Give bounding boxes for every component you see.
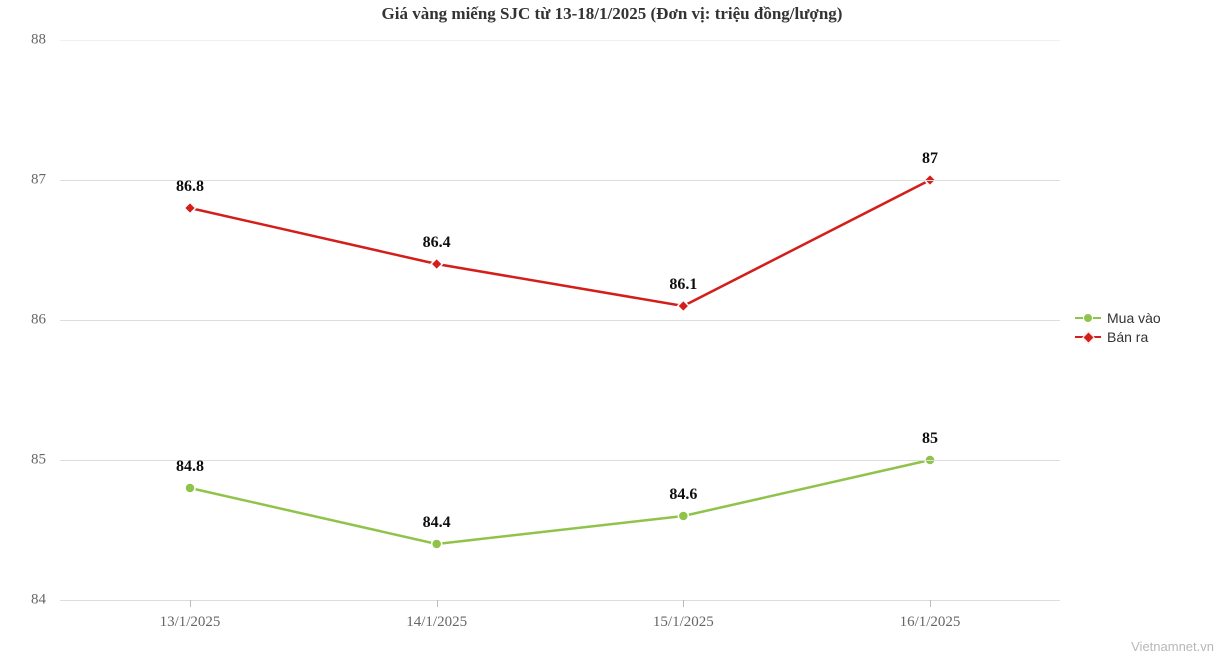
grid-line: [60, 40, 1060, 41]
x-axis-label: 13/1/2025: [160, 600, 221, 631]
y-axis-label: 87: [31, 172, 60, 189]
data-label: 84.6: [669, 486, 697, 504]
data-label: 86.4: [423, 234, 451, 252]
y-axis-label: 86: [31, 312, 60, 329]
data-label: 87: [922, 150, 938, 168]
legend-label: Mua vào: [1107, 310, 1161, 326]
series-line: [190, 460, 930, 544]
data-marker: [432, 539, 442, 549]
data-label: 84.8: [176, 458, 204, 476]
legend-swatch: [1075, 330, 1101, 344]
data-label: 84.4: [423, 514, 451, 532]
legend-item: Mua vào: [1075, 310, 1161, 326]
credit-text: Vietnamnet.vn: [1131, 639, 1214, 654]
grid-line: [60, 320, 1060, 321]
data-marker: [678, 511, 688, 521]
x-axis-label: 16/1/2025: [900, 600, 961, 631]
legend: Mua vào Bán ra: [1075, 310, 1161, 348]
plot-area: 848586878813/1/202514/1/202515/1/202516/…: [60, 40, 1060, 600]
y-axis-label: 85: [31, 452, 60, 469]
data-marker: [678, 300, 689, 311]
legend-label: Bán ra: [1107, 329, 1148, 345]
chart-container: Giá vàng miếng SJC từ 13-18/1/2025 (Đơn …: [0, 0, 1224, 660]
y-axis-label: 88: [31, 32, 60, 49]
data-label: 85: [922, 430, 938, 448]
chart-title: Giá vàng miếng SJC từ 13-18/1/2025 (Đơn …: [0, 4, 1224, 24]
legend-item: Bán ra: [1075, 329, 1161, 345]
x-axis-label: 15/1/2025: [653, 600, 714, 631]
y-axis-label: 84: [31, 592, 60, 609]
data-label: 86.1: [669, 276, 697, 294]
data-marker: [431, 258, 442, 269]
x-axis-label: 14/1/2025: [406, 600, 467, 631]
data-marker: [184, 202, 195, 213]
data-marker: [185, 483, 195, 493]
series-line: [190, 180, 930, 306]
grid-line: [60, 460, 1060, 461]
data-label: 86.8: [176, 178, 204, 196]
legend-swatch: [1075, 311, 1101, 325]
grid-line: [60, 180, 1060, 181]
